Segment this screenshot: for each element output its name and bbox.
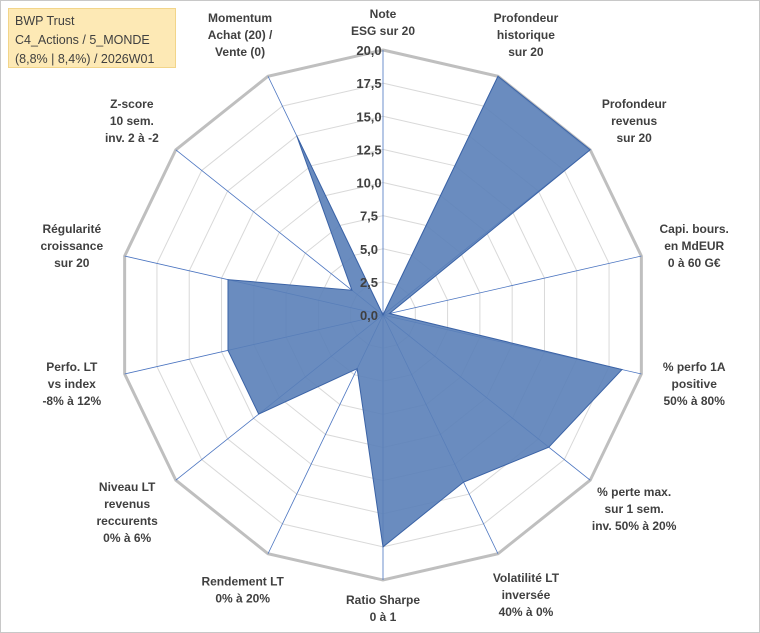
axis-label-line: % perte max.: [597, 485, 671, 499]
tick-label: 17,5: [356, 76, 381, 91]
axis-label: Profondeur revenus sur 20: [602, 97, 667, 145]
axis-label-line: 0% à 6%: [103, 531, 151, 545]
axis-label-line: inv. 50% à 20%: [592, 519, 677, 533]
axis-label-line: Ratio Sharpe: [346, 593, 420, 607]
axis-label-line: Z-score: [110, 97, 154, 111]
title-line-3: (8,8% | 8,4%) / 2026W01: [15, 52, 155, 66]
axis-label: Profondeur historique sur 20: [494, 11, 559, 59]
axis-label-line: revenus: [611, 114, 657, 128]
axis-label: Capi. bours. en MdEUR 0 à 60 G€: [660, 222, 729, 270]
title-line-1: BWP Trust: [15, 14, 75, 28]
axis-label-line: sur 20: [616, 131, 652, 145]
tick-label: 5,0: [360, 242, 378, 257]
axis-label: % perte max. sur 1 sem. inv. 50% à 20%: [592, 485, 677, 533]
axis-label-line: inversée: [502, 588, 551, 602]
axis-label-line: 50% à 80%: [664, 394, 726, 408]
axis-label-line: Niveau LT: [99, 480, 156, 494]
axis-label-line: -8% à 12%: [42, 394, 101, 408]
axis-label: % perfo 1A positive 50% à 80%: [663, 360, 726, 408]
axis-label-line: 0% à 20%: [215, 591, 270, 605]
tick-label: 15,0: [356, 109, 381, 124]
axis-label: Rendement LT 0% à 20%: [201, 574, 284, 605]
radar-axis-labels: Note ESG sur 20 Profondeur historique sur 20…: [40, 7, 728, 624]
radar-series: [227, 75, 623, 548]
axis-label: Régularité croissance sur 20: [40, 222, 103, 270]
tick-label: 12,5: [356, 142, 381, 157]
axis-label: Z-score 10 sem. inv. 2 à -2: [105, 97, 159, 145]
axis-label-line: sur 20: [508, 45, 544, 59]
axis-label: Niveau LT revenus reccurents 0% à 6%: [96, 480, 158, 545]
radar-tick-labels: 0,0 2,5 5,0 7,5 10,0 12,5 15,0 17,5 20,0: [356, 43, 381, 323]
axis-label-line: reccurents: [96, 514, 158, 528]
axis-label-line: Vente (0): [215, 45, 265, 59]
axis-label-line: revenus: [104, 497, 150, 511]
axis-label-line: Rendement LT: [201, 574, 284, 588]
axis-spoke: [382, 255, 642, 316]
axis-label-line: Capi. bours.: [660, 222, 729, 236]
axis-label-line: historique: [497, 28, 555, 42]
series-area: [227, 75, 623, 548]
axis-label-line: inv. 2 à -2: [105, 131, 159, 145]
axis-label-line: Note: [370, 7, 397, 21]
title-box: BWP Trust C4_Actions / 5_MONDE (8,8% | 8…: [8, 8, 176, 68]
axis-label-line: Volatilité LT: [493, 571, 560, 585]
axis-label-line: 40% à 0%: [499, 605, 554, 619]
tick-label: 20,0: [356, 43, 381, 58]
axis-label-line: sur 1 sem.: [604, 502, 663, 516]
title-line-2: C4_Actions / 5_MONDE: [15, 33, 150, 47]
tick-label: 2,5: [360, 275, 378, 290]
axis-label-line: 0 à 60 G€: [668, 256, 721, 270]
axis-label-line: 0 à 1: [370, 610, 397, 624]
axis-label-line: % perfo 1A: [663, 360, 726, 374]
axis-label-line: Perfo. LT: [46, 360, 98, 374]
tick-label: 0,0: [360, 308, 378, 323]
axis-label-line: Profondeur: [602, 97, 667, 111]
axis-label-line: sur 20: [54, 256, 90, 270]
axis-label-line: positive: [672, 377, 718, 391]
axis-label-line: vs index: [48, 377, 96, 391]
axis-label-line: Momentum: [208, 11, 272, 25]
axis-label-line: 10 sem.: [110, 114, 154, 128]
axis-label: Ratio Sharpe 0 à 1: [346, 593, 420, 624]
axis-label: Volatilité LT inversée 40% à 0%: [493, 571, 560, 619]
axis-spoke: [175, 149, 384, 316]
axis-label-line: croissance: [40, 239, 103, 253]
axis-label-line: Régularité: [42, 222, 101, 236]
tick-label: 10,0: [356, 176, 381, 191]
axis-label-line: ESG sur 20: [351, 24, 415, 38]
axis-label-line: en MdEUR: [664, 239, 724, 253]
axis-label-line: Profondeur: [494, 11, 559, 25]
axis-label: Momentum Achat (20) / Vente (0): [208, 11, 273, 59]
axis-label-line: Achat (20) /: [208, 28, 273, 42]
tick-label: 7,5: [360, 209, 378, 224]
axis-label: Note ESG sur 20: [351, 7, 415, 38]
axis-label: Perfo. LT vs index -8% à 12%: [42, 360, 101, 408]
